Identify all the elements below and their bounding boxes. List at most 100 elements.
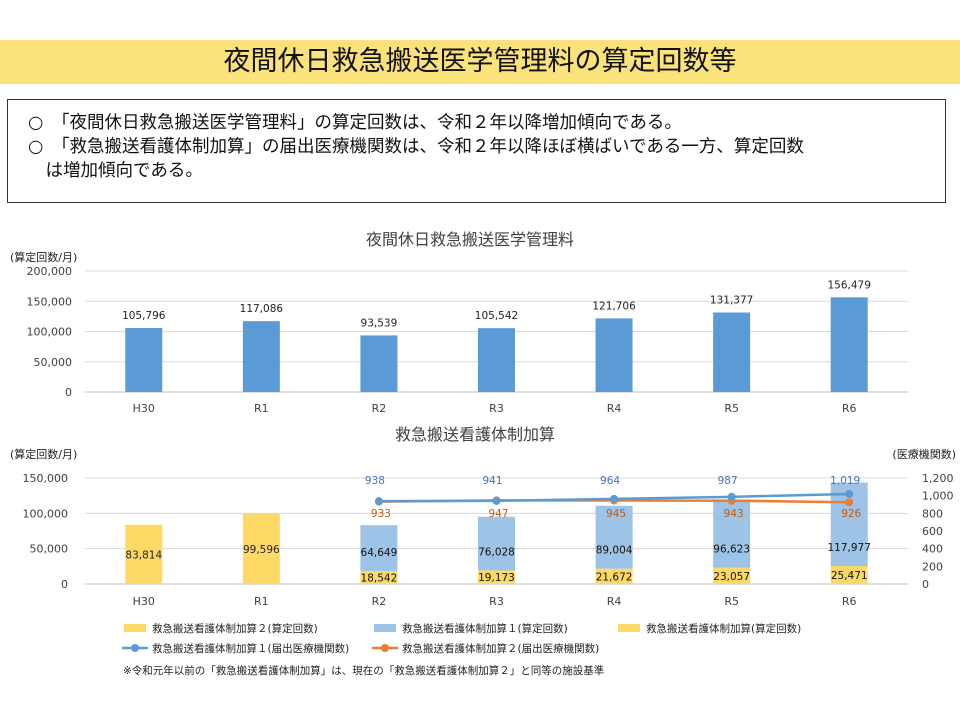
chart1-xtick: R1 — [254, 402, 269, 415]
chart1-data-label: 121,706 — [592, 300, 636, 312]
chart2-y2tick: 800 — [922, 507, 943, 520]
legend-label: 救急搬送看護体制加算１(算定回数) — [402, 622, 568, 635]
chart1-data-label: 117,086 — [240, 303, 284, 315]
summary-box: ○ 「夜間休日救急搬送医学管理料」の算定回数は、令和２年以降増加傾向である。 ○… — [7, 99, 946, 203]
chart1-data-label: 105,796 — [122, 310, 166, 322]
chart1-xtick: R5 — [724, 402, 739, 415]
chart2-data-label: 117,977 — [828, 542, 871, 554]
chart-nursing-addition: 救急搬送看護体制加算 (算定回数/月) (医療機関数) 0 50,000 100,000 1… — [10, 425, 956, 655]
chart2-line-label: 938 — [365, 475, 385, 487]
chart1-xtick: R6 — [842, 402, 857, 415]
legend-item: 救急搬送看護体制加算(算定回数) — [618, 622, 801, 635]
chart2-y2tick: 600 — [922, 525, 943, 538]
chart2-y2tick: 0 — [922, 578, 929, 591]
chart2-xtick: R2 — [372, 595, 387, 608]
chart2-line-point — [374, 497, 383, 506]
chart2-xtick: R1 — [254, 595, 269, 608]
chart1-ytick: 50,000 — [34, 356, 73, 369]
chart2-xtick: R5 — [724, 595, 739, 608]
footnote: ※令和元年以前の「救急搬送看護体制加算」は、現在の「救急搬送看護体制加算２」と同… — [123, 665, 605, 677]
legend-item: 救急搬送看護体制加算１(算定回数) — [374, 622, 568, 635]
chart2-y2tick: 200 — [922, 560, 943, 573]
legend-label: 救急搬送看護体制加算２(届出医療機関数) — [402, 642, 599, 655]
chart1-ytick: 0 — [65, 386, 72, 399]
chart2-line-label: 943 — [724, 508, 744, 520]
chart2-line-label: 947 — [488, 508, 508, 520]
title-band — [0, 40, 960, 84]
chart2-data-label: 64,649 — [361, 547, 398, 559]
chart2-data-label: 83,814 — [125, 549, 162, 561]
legend-item: 救急搬送看護体制加算２(届出医療機関数) — [372, 642, 599, 655]
chart1-xtick: H30 — [133, 402, 155, 415]
chart2-data-label: 25,471 — [831, 570, 868, 582]
chart2-title: 救急搬送看護体制加算 — [395, 425, 555, 444]
chart1-ytick: 200,000 — [27, 265, 73, 278]
legend-swatch-marker — [381, 644, 389, 652]
chart2-line-point — [845, 489, 854, 498]
chart2-line-label: 964 — [600, 475, 620, 487]
summary-line-2: ○ 「救急搬送看護体制加算」の届出医療機関数は、令和２年以降ほぼ横ばいである一方… — [28, 137, 804, 157]
page-title: 夜間休日救急搬送医学管理料の算定回数等 — [223, 46, 737, 77]
summary-line-1: ○ 「夜間休日救急搬送医学管理料」の算定回数は、令和２年以降増加傾向である。 — [28, 113, 682, 133]
chart2-data-label: 99,596 — [243, 544, 280, 556]
chart2-line-point — [610, 494, 619, 503]
chart2-y2label: (医療機関数) — [892, 447, 956, 461]
chart1-xtick: R3 — [489, 402, 504, 415]
chart1-bar — [242, 321, 280, 392]
chart2-line-label: 941 — [482, 475, 502, 487]
chart2-line-label: 1,019 — [830, 475, 860, 487]
chart2-line-label: 945 — [606, 508, 626, 520]
chart2-ytick: 0 — [61, 578, 68, 591]
chart2-y2tick: 1,000 — [922, 490, 954, 503]
chart1-title: 夜間休日救急搬送医学管理料 — [366, 230, 574, 249]
chart2-line-point — [845, 498, 854, 507]
chart2-bar-addition1 — [713, 499, 751, 568]
chart2-data-label: 23,057 — [713, 571, 750, 583]
chart1-bar — [478, 328, 515, 392]
chart1-data-label: 131,377 — [710, 295, 753, 307]
chart1-ytick: 150,000 — [27, 295, 73, 308]
legend-item: 救急搬送看護体制加算１(届出医療機関数) — [122, 642, 349, 655]
chart2-data-label: 76,028 — [478, 546, 515, 558]
legend-swatch-marker — [131, 644, 139, 652]
legend-item: 救急搬送看護体制加算２(算定回数) — [124, 622, 318, 635]
chart2-data-label: 19,173 — [478, 572, 515, 584]
chart2-ytick: 100,000 — [23, 507, 69, 520]
chart1-xtick: R4 — [607, 402, 622, 415]
chart2-line-point — [492, 496, 501, 505]
legend-swatch — [374, 624, 396, 632]
legend-label: 救急搬送看護体制加算２(算定回数) — [152, 622, 318, 635]
chart2-xtick: H30 — [133, 595, 155, 608]
chart-management-fee: 夜間休日救急搬送医学管理料 (算定回数/月) 0 50,000 100,000 150,0… — [10, 230, 908, 415]
legend-label: 救急搬送看護体制加算１(届出医療機関数) — [152, 642, 349, 655]
chart2-data-label: 96,623 — [713, 544, 750, 556]
chart2-y2tick: 400 — [922, 543, 943, 556]
chart1-data-label: 156,479 — [828, 279, 871, 291]
chart2-line-point — [727, 492, 736, 501]
chart1-bar — [125, 327, 163, 392]
chart2-bar-addition1 — [360, 525, 398, 571]
chart2-bar-addition2 — [830, 566, 868, 584]
chart2-xtick: R3 — [489, 595, 504, 608]
chart2-ytick: 150,000 — [23, 472, 69, 485]
chart2-bar-addition1 — [595, 505, 633, 569]
chart2-xtick: R4 — [607, 595, 622, 608]
chart2-ytick: 50,000 — [30, 543, 69, 556]
chart2-line-label: 987 — [718, 475, 738, 487]
chart1-xtick: R2 — [372, 402, 387, 415]
chart2-line-label: 926 — [841, 508, 861, 520]
chart2-ylabel: (算定回数/月) — [10, 447, 77, 461]
legend-swatch — [124, 624, 146, 632]
chart2-data-label: 89,004 — [596, 545, 633, 557]
chart1-ylabel: (算定回数/月) — [10, 250, 77, 264]
chart2-y2tick: 1,200 — [922, 472, 954, 485]
chart2-bar-addition2 — [713, 567, 751, 584]
chart2-bar-addition2 — [360, 570, 398, 584]
chart1-bar — [360, 335, 398, 392]
chart2-data-label: 21,672 — [596, 571, 633, 583]
chart1-ytick: 100,000 — [27, 326, 73, 339]
chart2-line-label: 933 — [371, 508, 391, 520]
chart2-bar-legacy — [242, 513, 280, 584]
chart2-bar-addition2 — [595, 568, 633, 584]
chart2-bar-addition1 — [478, 516, 515, 571]
